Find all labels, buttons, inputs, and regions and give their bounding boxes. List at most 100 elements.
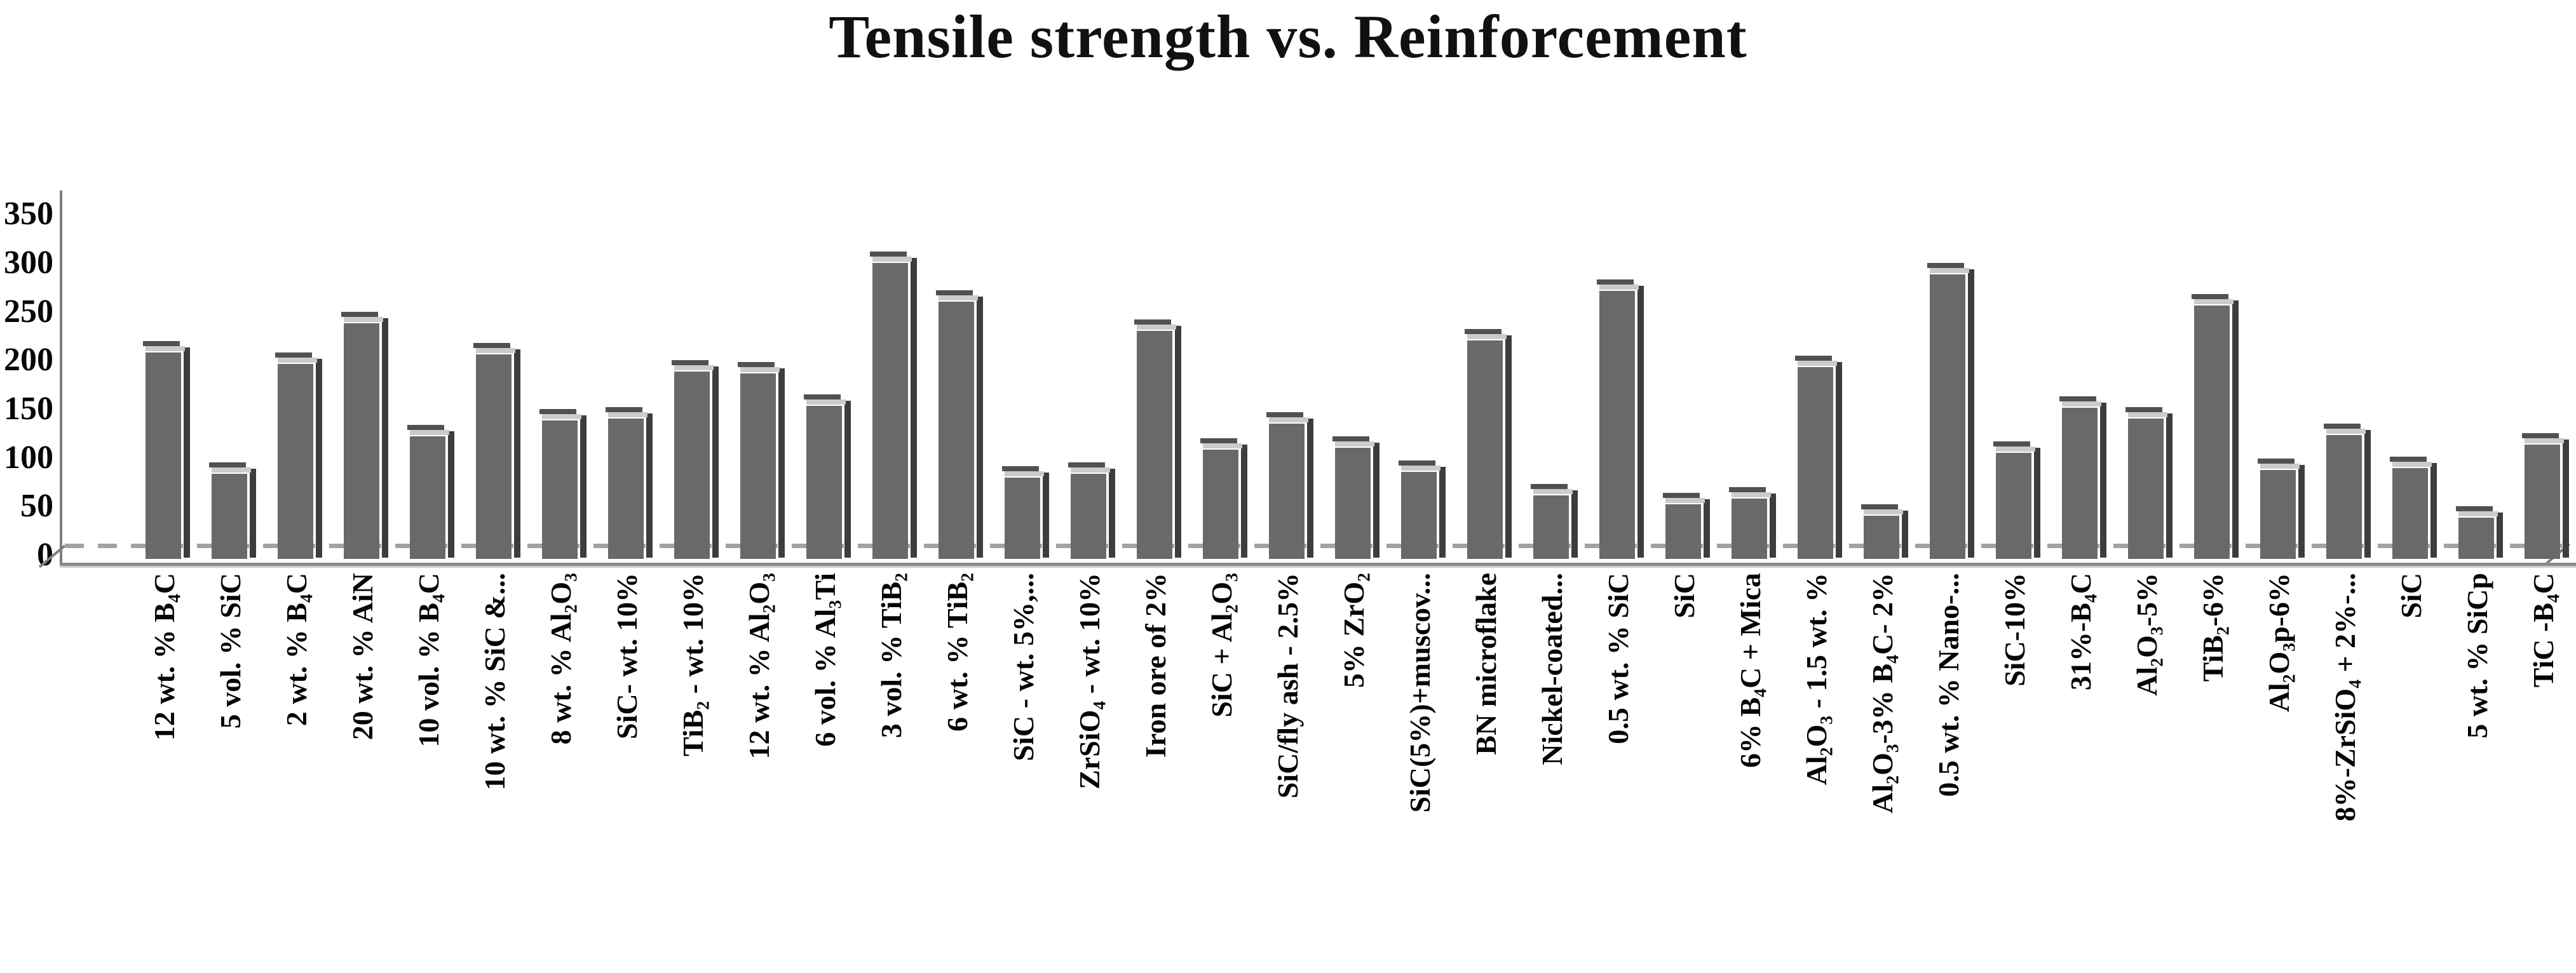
bar-top-face [2260,464,2300,469]
x-category-label: 5 vol. % SiC [214,573,247,729]
x-category-label: 3 vol. % TiB₂ [875,573,907,739]
bar-top-face [1665,498,1705,503]
y-tick-label-250: 250 [4,293,53,330]
bar-top-back-edge [2390,457,2427,462]
bar-top-face [2194,299,2234,304]
bar-top-face [1864,509,1903,514]
bar-top-face [344,317,383,322]
bar-side-face [2563,440,2569,558]
bar [1533,495,1569,559]
bar-top-back-edge [936,290,973,295]
y-tick-label-200: 200 [4,342,53,379]
bar-side-face [778,368,785,558]
bar-side-face [1043,473,1049,558]
bar [278,364,313,559]
bar-side-face [1968,269,1974,558]
x-category-label: SiC-10% [1998,573,2031,687]
x-category-label: SiC - wt. 5%,... [1007,573,1040,762]
x-category-label: Iron ore of 2% [1139,573,1172,758]
bar [2392,468,2428,559]
bar-side-face [2232,300,2239,558]
bar-top-back-edge [1399,460,1435,466]
bar-top-face [1203,443,1242,448]
bar [806,406,842,559]
bar-top-face [2525,438,2564,443]
bar-top-back-edge [1861,504,1898,509]
bar-top-face [608,412,647,417]
bar-top-back-edge [2522,433,2559,438]
bar [2128,419,2164,559]
bar [146,352,181,559]
bar-side-face [1505,335,1512,558]
x-category-label: TiB₂-6% [2197,573,2229,682]
bar-side-face [1571,490,1578,558]
bar [1269,424,1305,559]
bar-top-face [1005,471,1044,476]
bar [1864,516,1899,559]
bar-top-back-edge [2192,294,2228,299]
bar-top-face [1467,334,1507,339]
bar-side-face [382,318,388,558]
bar-side-face [1704,499,1710,558]
bar [1930,274,1965,559]
x-category-label: 31%-B₄C [2064,573,2097,691]
bar-top-face [872,257,912,262]
x-category-label: SiC [2395,573,2427,619]
bar-top-back-edge [1002,466,1039,471]
bar-top-back-edge [1993,441,2030,446]
bar-side-face [1637,286,1644,558]
bar-top-back-edge [1597,279,1634,285]
bar [212,474,247,559]
bar-top-face [2062,401,2101,406]
x-category-label: 10 wt. % SiC &... [478,573,511,791]
bar [1467,340,1503,559]
x-category-label: 6% B₄C + Mica [1734,573,1766,768]
bar-top-face [2458,511,2498,516]
bar-top-back-edge [1729,487,1766,492]
x-category-label: 6 wt. % TiB₂ [941,573,973,732]
x-category-label: Nickel-coated... [1536,573,1568,765]
x-category-label: 5 wt. % SiCp [2461,573,2493,739]
bar-top-back-edge [1068,462,1105,467]
bar-top-back-edge [672,360,708,365]
bar-side-face [1902,511,1908,558]
bar-side-face [1439,467,1446,558]
chart-title: Tensile strength vs. Reinforcement [829,3,1747,70]
bar-top-face [1071,467,1110,473]
bar [674,372,710,559]
x-category-label: ZrSiO₄ - wt. 10% [1073,573,1106,789]
bar-top-back-edge [2125,407,2162,412]
bar [1137,331,1172,559]
x-category-label: SiC + Al₂O₃ [1205,573,1238,718]
bar-top-back-edge [1531,484,1568,489]
bar-top-face [674,365,714,370]
x-category-label: 2 wt. % B₄C [280,573,313,727]
bar [1005,478,1040,559]
bar-top-face [1137,325,1176,330]
bar [1401,472,1437,559]
x-category-label: 20 wt. % AiN [346,573,379,741]
bar-top-face [1533,489,1573,494]
bar-top-face [146,346,185,351]
y-tick-label-150: 150 [4,391,53,427]
bar [939,302,974,559]
bar-top-back-edge [143,341,180,346]
bar-top-face [1732,492,1771,497]
x-category-label: SiC [1668,573,1700,619]
bar-top-face [410,430,449,435]
bar-top-back-edge [606,407,642,412]
x-category-label: BN microflake [1470,573,1502,755]
bar-top-face [1335,441,1374,446]
x-category-label: Al₂O₃-5% [2131,573,2163,696]
x-category-label: 0.5 wt. % Nano-... [1932,573,1965,797]
y-axis-line [60,191,62,566]
bar-side-face [1175,326,1181,558]
y-tick-label-350: 350 [4,196,53,232]
bar-top-face [1996,446,2035,452]
bar-side-face [316,359,322,558]
bar [410,436,445,559]
x-category-label: SiC- wt. 10% [611,573,643,739]
bar-top-back-edge [1927,263,1964,268]
bar-top-back-edge [407,425,444,430]
